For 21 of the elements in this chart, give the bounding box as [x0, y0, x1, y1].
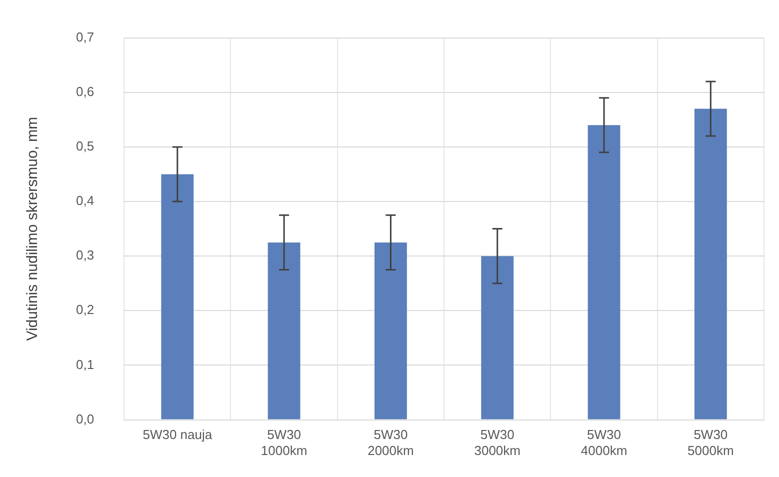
x-tick-label: 5W30 4000km: [580, 427, 628, 458]
x-tick-label: 5W30 3000km: [474, 427, 520, 458]
x-tick-label: 5W30 2000km: [368, 427, 414, 458]
x-tick-label: 5W30 nauja: [142, 427, 213, 442]
x-tick-label: 5W30 5000km: [688, 427, 734, 458]
y-tick-label: 0,2: [76, 302, 94, 318]
y-tick-label: 0,1: [76, 356, 94, 372]
y-axis-title: Vidutinis nudilimo skrersmuo, mm: [24, 116, 42, 341]
x-tick-label: 5W30 1000km: [260, 427, 308, 458]
y-tick-label: 0,7: [76, 29, 94, 44]
bar: [588, 125, 620, 420]
y-tick-label: 0,0: [76, 411, 94, 426]
bar: [161, 174, 194, 420]
bar: [694, 108, 727, 420]
bar: [268, 242, 300, 420]
y-tick-label: 0,6: [76, 84, 94, 99]
bar: [374, 242, 407, 420]
y-tick-label: 0,3: [76, 248, 94, 263]
y-tick-label: 0,4: [76, 193, 94, 208]
bar: [481, 256, 514, 420]
y-tick-label: 0,5: [76, 138, 94, 154]
